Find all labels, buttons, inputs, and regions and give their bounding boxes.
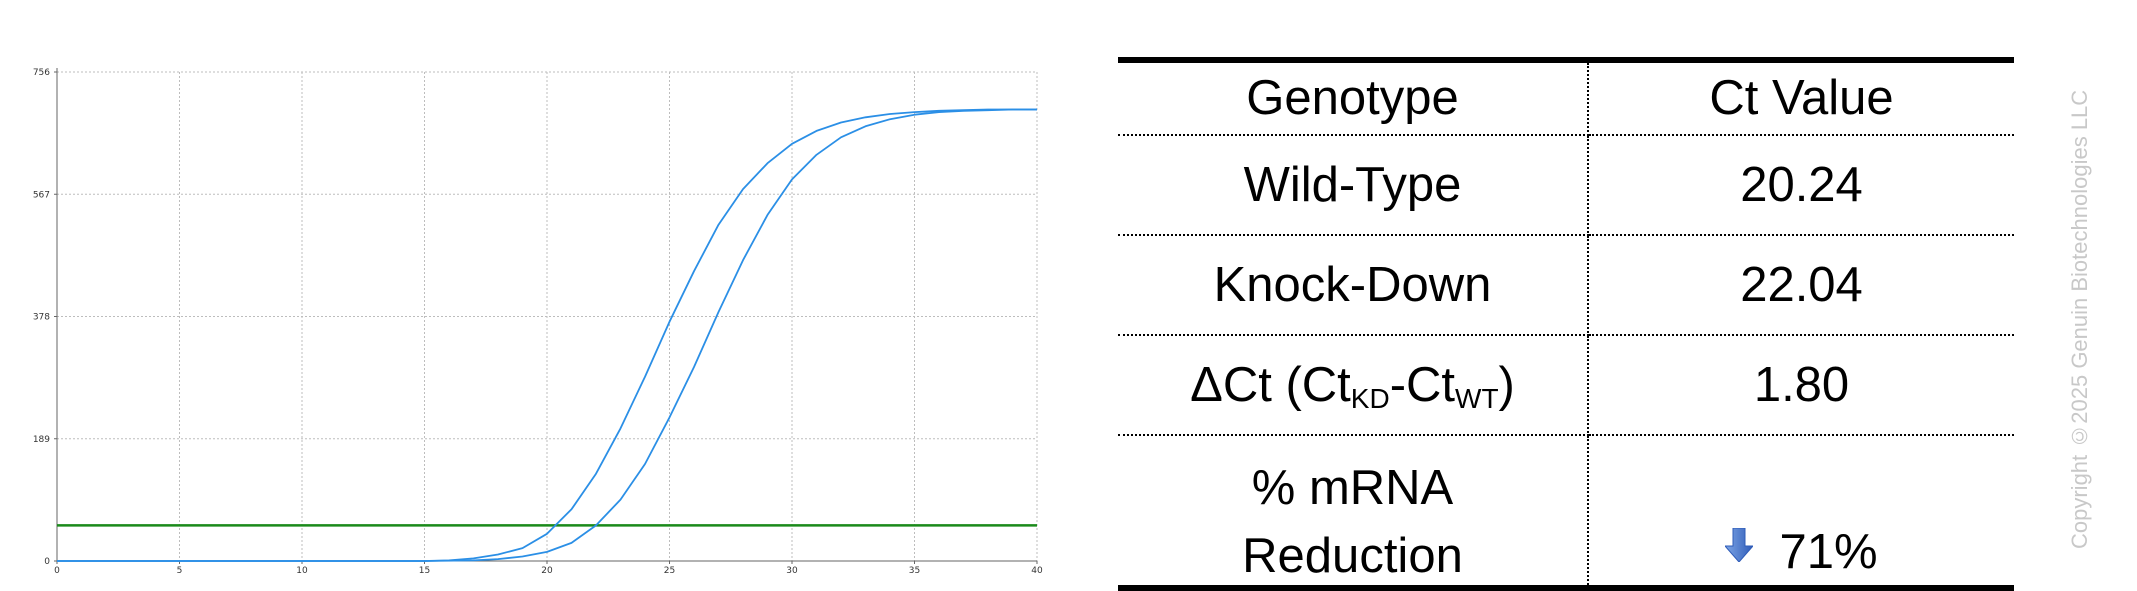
- table-row-wild-type: Wild-Type 20.24: [1118, 135, 2014, 236]
- reduction-label-text: % mRNA Reduction: [1242, 436, 1463, 585]
- reduction-label-line1: % mRNA: [1251, 461, 1454, 515]
- x-tick-label: 25: [664, 566, 675, 576]
- wild-type-label: Wild-Type: [1118, 135, 1589, 236]
- ct-results-table: Genotype Ct Value Wild-Type 20.24 Knock-…: [1118, 57, 2014, 591]
- knock-down-ct: 22.04: [1588, 235, 2014, 336]
- x-tick-label: 0: [54, 566, 60, 576]
- tick-labels: 0 5 10 15 20 25 30 35 40 0 189 378 567 756: [33, 68, 1043, 576]
- delta-ct-prefix: ΔCt (Ct: [1190, 357, 1351, 412]
- table-row-knock-down: Knock-Down 22.04: [1118, 235, 2014, 336]
- copyright-notice: Copyright ©2025 Genuin Biotechnologies L…: [2067, 89, 2092, 549]
- series-lines: [57, 108, 1037, 562]
- x-tick-label: 10: [296, 566, 308, 576]
- reduction-value-cell: 71%: [1588, 435, 2014, 591]
- down-arrow-icon: [1725, 528, 1754, 563]
- x-tick-label: 5: [177, 566, 183, 576]
- reduction-label-line2: Reduction: [1242, 529, 1463, 584]
- x-tick-label: 20: [541, 566, 553, 576]
- knock-down-label: Knock-Down: [1118, 235, 1589, 336]
- x-tick-label: 35: [909, 566, 920, 576]
- series-line-2: [57, 108, 1037, 562]
- table-row-reduction: % mRNA Reduction 71%: [1118, 435, 2014, 591]
- x-tick-label: 30: [786, 566, 798, 576]
- chart-grid: [57, 71, 1038, 561]
- header-ct-value: Ct Value: [1588, 57, 2014, 136]
- y-tick-label: 378: [33, 313, 50, 323]
- y-tick-label: 756: [33, 68, 50, 78]
- x-tick-label: 15: [419, 566, 430, 576]
- delta-ct-middle: -Ct: [1389, 357, 1456, 412]
- wild-type-ct: 20.24: [1588, 135, 2014, 236]
- y-tick-label: 189: [33, 435, 50, 445]
- header-genotype: Genotype: [1118, 57, 1589, 136]
- table-header-row: Genotype Ct Value: [1118, 57, 2014, 136]
- amplification-plot: 0 5 10 15 20 25 30 35 40 0 189 378 567 756: [33, 68, 1043, 576]
- x-tick-label: 40: [1031, 566, 1043, 576]
- y-tick-label: 0: [44, 557, 50, 567]
- delta-ct-sub-kd: KD: [1350, 382, 1390, 414]
- delta-ct-sub-wt: WT: [1455, 382, 1499, 414]
- delta-ct-value: 1.80: [1588, 335, 2014, 436]
- amplification-chart: 0 5 10 15 20 25 30 35 40 0 189 378 567 756: [0, 0, 1060, 576]
- delta-ct-suffix: ): [1498, 357, 1515, 412]
- y-tick-label: 567: [33, 190, 50, 200]
- series-line-1: [57, 108, 1037, 562]
- reduction-value: 71%: [1779, 525, 1878, 580]
- reduction-label: % mRNA Reduction: [1118, 435, 1589, 591]
- delta-ct-label: ΔCt (CtKD-CtWT): [1118, 335, 1589, 436]
- table-row-delta-ct: ΔCt (CtKD-CtWT) 1.80: [1118, 335, 2014, 436]
